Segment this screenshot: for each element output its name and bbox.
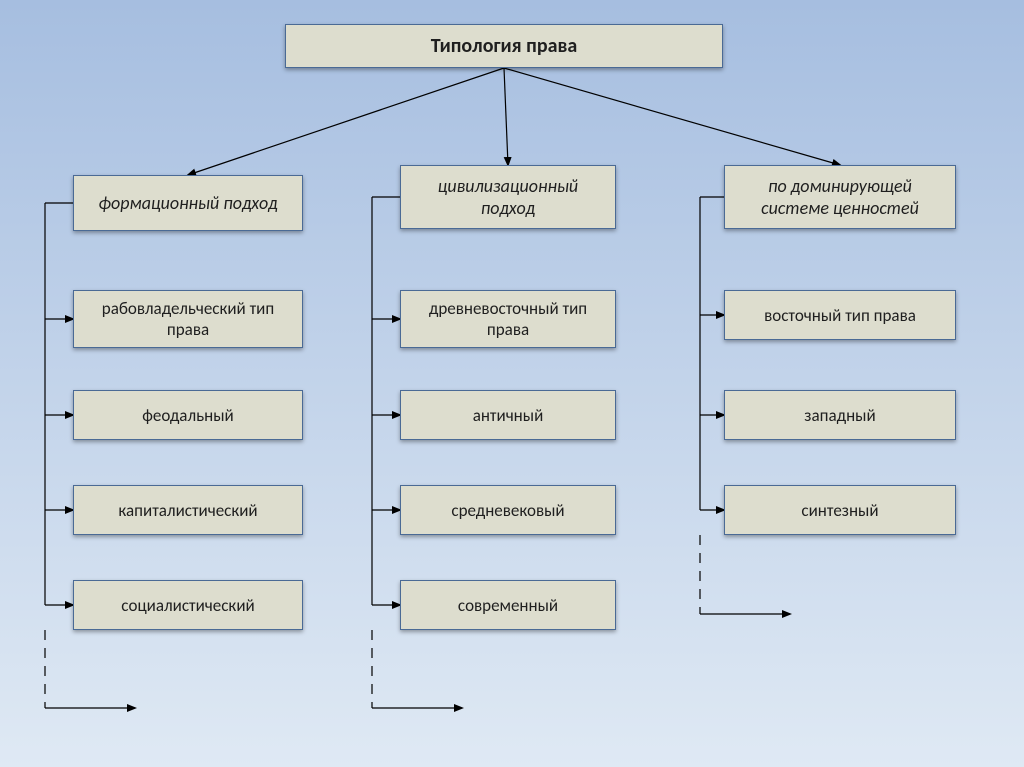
diagram-title: Типология права: [285, 24, 723, 68]
approach-1-label: цивилизационный подход: [409, 175, 607, 219]
approach-2-item-1-label: западный: [804, 405, 875, 426]
approach-1-item-2-label: средневековый: [451, 500, 564, 521]
connector-layer: [0, 0, 1024, 767]
approach-2-item-1: западный: [724, 390, 956, 440]
approach-1-item-0: древневосточный тип права: [400, 290, 616, 348]
approach-1-item-3-label: современный: [458, 595, 558, 616]
approach-2-item-0-label: восточный тип права: [764, 305, 916, 326]
diagram-title-text: Типология права: [431, 34, 577, 58]
approach-0-item-0: рабовладельческий тип права: [73, 290, 303, 348]
approach-0-item-3-label: социалистический: [121, 595, 254, 616]
approach-1: цивилизационный подход: [400, 165, 616, 229]
approach-2-item-2: синтезный: [724, 485, 956, 535]
approach-0: формационный подход: [73, 175, 303, 231]
approach-1-item-1-label: античный: [473, 405, 544, 426]
approach-0-item-1-label: феодальный: [142, 405, 233, 426]
approach-0-item-1: феодальный: [73, 390, 303, 440]
approach-1-item-2: средневековый: [400, 485, 616, 535]
approach-0-label: формационный подход: [98, 192, 277, 214]
approach-2-item-0: восточный тип права: [724, 290, 956, 340]
approach-1-item-1: античный: [400, 390, 616, 440]
approach-2-label: по доминирующей системе ценностей: [733, 175, 947, 219]
approach-2: по доминирующей системе ценностей: [724, 165, 956, 229]
diagram-canvas: Типология права формационный подход рабов…: [0, 0, 1024, 767]
approach-0-item-2-label: капиталистический: [118, 500, 257, 521]
approach-1-item-0-label: древневосточный тип права: [409, 298, 607, 340]
approach-0-item-3: социалистический: [73, 580, 303, 630]
approach-0-item-0-label: рабовладельческий тип права: [82, 298, 294, 340]
approach-2-item-2-label: синтезный: [801, 500, 878, 521]
approach-1-item-3: современный: [400, 580, 616, 630]
approach-0-item-2: капиталистический: [73, 485, 303, 535]
